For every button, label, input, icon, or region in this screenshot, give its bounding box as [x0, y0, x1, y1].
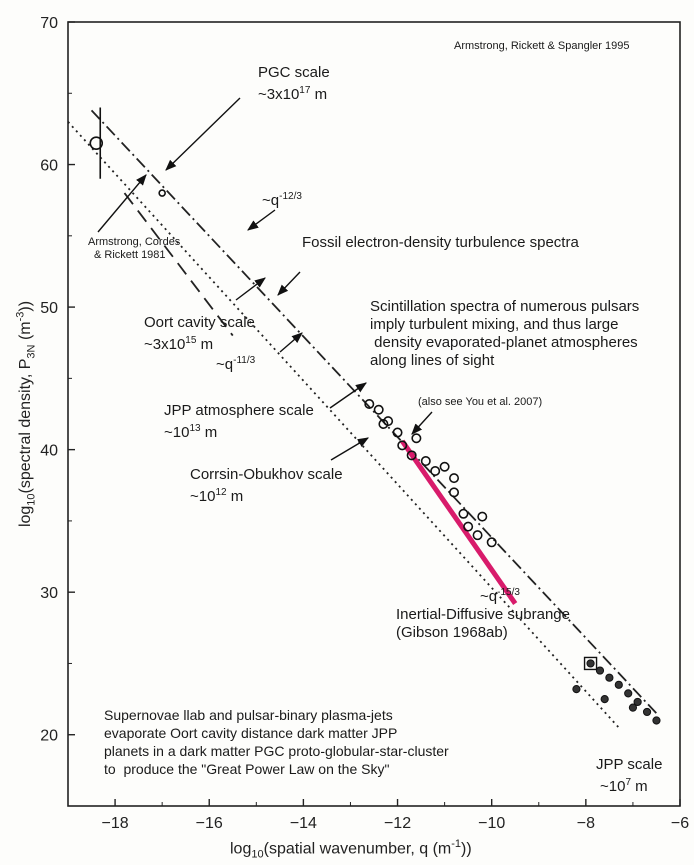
pulsar-data-point: [392, 427, 403, 438]
right-data-point: [595, 666, 605, 675]
x-tick-label: −16: [196, 815, 223, 832]
y-tick-label: 60: [40, 158, 58, 175]
armstrong-line-1: Armstrong, Cordes: [88, 236, 181, 248]
right-box-marker: [583, 656, 598, 671]
right-data-point: [614, 680, 623, 689]
x-tick-label: −14: [290, 815, 317, 832]
right-data-point: [572, 685, 581, 694]
q12-label: ~q-12/3: [262, 191, 302, 209]
right-data-point: [624, 689, 633, 698]
pulsar-data-point: [411, 433, 422, 444]
credit-label: Armstrong, Rickett & Spangler 1995: [454, 40, 630, 52]
jpp-scale-value: ~107 m: [600, 777, 648, 795]
q11-label: ~q-11/3: [216, 355, 256, 373]
arrow-armstrong: [97, 174, 147, 233]
x-tick-label: −10: [478, 815, 505, 832]
inertial-diffusive-label: Inertial-Diffusive subrange (Gibson 1968…: [396, 606, 570, 642]
x-tick-label: −18: [102, 815, 129, 832]
y-tick-label: 50: [40, 300, 58, 317]
arrow-jpp-atm: [329, 382, 367, 409]
x-tick-label: −8: [577, 815, 595, 832]
pgc-scale-label: PGC scale ~3x1017 m: [258, 64, 330, 104]
pulsar-data-point: [420, 456, 431, 467]
arrow-q12: [247, 209, 276, 231]
pulsar-data-point: [463, 521, 474, 532]
series-line-magenta: [400, 439, 518, 606]
oort-scale-title: Oort cavity scale: [144, 314, 255, 331]
left-data-point: [158, 189, 166, 197]
super-line-4: to produce the "Great Power Law on the S…: [104, 761, 390, 777]
x-axis-label: log10(spatial wavenumber, q (m-1)): [230, 838, 472, 861]
y-tick-label: 20: [40, 728, 58, 745]
y-tick-label: 70: [40, 15, 58, 32]
pulsar-data-point: [430, 466, 441, 477]
scint-line-4: along lines of sight: [370, 352, 495, 369]
right-data-point: [642, 707, 652, 717]
right-data-point: [652, 716, 661, 725]
pulsar-data-point: [406, 450, 417, 461]
you-label: (also see You et al. 2007): [418, 396, 543, 408]
pulsar-data-point: [458, 508, 469, 519]
inertial-line-1: Inertial-Diffusive subrange: [396, 606, 570, 623]
pulsar-data-point: [449, 487, 460, 498]
y-tick-label: 40: [40, 443, 58, 460]
right-data-point: [605, 673, 614, 682]
right-data-point: [586, 659, 595, 668]
arrow-pgc: [165, 97, 241, 171]
super-line-2: evaporate Oort cavity distance dark matt…: [104, 725, 398, 741]
arrow-you: [411, 411, 433, 435]
jpp-atm-title: JPP atmosphere scale: [164, 402, 314, 419]
right-data-point: [633, 697, 642, 707]
corrsin-obukhov-label: Corrsin-Obukhov scale ~1012 m: [190, 466, 343, 506]
pulsar-data-point: [477, 511, 488, 522]
arrow-oort: [235, 277, 266, 301]
pgc-scale-value: ~3x1017 m: [258, 85, 328, 103]
scint-line-1: Scintillation spectra of numerous pulsar…: [370, 298, 640, 315]
y-tick-label: 30: [40, 585, 58, 602]
pulsar-data-point: [449, 473, 460, 484]
pulsar-data-point: [486, 537, 497, 548]
super-line-3: planets in a dark matter PGC proto-globu…: [104, 743, 449, 759]
scintillation-label: Scintillation spectra of numerous pulsar…: [370, 298, 639, 370]
fossil-label: Fossil electron-density turbulence spect…: [302, 234, 579, 251]
series-line-dash-dot: [90, 109, 658, 714]
y-axis-label: log10(spectral density, P3N (m-3)): [14, 300, 38, 528]
super-line-1: Supernovae llab and pulsar-binary plasma…: [104, 707, 393, 723]
x-tick-label: −6: [671, 815, 689, 832]
series-line-dashed: [123, 192, 234, 337]
jpp-atmosphere-label: JPP atmosphere scale ~1013 m: [164, 402, 314, 442]
plot-frame: [67, 21, 681, 807]
oort-scale-value: ~3x1015 m: [144, 335, 214, 353]
corrsin-title: Corrsin-Obukhov scale: [190, 466, 343, 483]
pgc-scale-title: PGC scale: [258, 64, 330, 81]
supernovae-label: Supernovae llab and pulsar-binary plasma…: [104, 706, 449, 778]
pulsar-data-point: [378, 418, 389, 429]
corrsin-value: ~1012 m: [190, 487, 244, 505]
series-line-dotted: [67, 121, 620, 729]
scint-line-3: density evaporated-planet atmospheres: [370, 334, 638, 351]
armstrong-line-2: & Rickett 1981: [94, 249, 166, 261]
oort-scale-label: Oort cavity scale ~3x1015 m: [144, 314, 255, 354]
jpp-scale-title: JPP scale: [596, 756, 663, 773]
arrow-fossil: [277, 271, 301, 296]
jpp-scale-label: JPP scale ~107 m: [596, 756, 662, 796]
arrow-corrsin: [330, 437, 369, 461]
pulsar-data-point: [373, 404, 384, 415]
right-data-point: [600, 694, 609, 704]
arrow-q11: [279, 332, 303, 353]
scint-line-2: imply turbulent mixing, and thus large: [370, 316, 619, 333]
pulsar-data-point: [439, 461, 450, 472]
pulsar-data-point: [472, 530, 483, 541]
right-data-point: [628, 703, 638, 712]
armstrong-cordes-label: Armstrong, Cordes & Rickett 1981: [88, 236, 180, 262]
pulsar-data-point: [397, 440, 408, 451]
q15-label: ~q-15/3: [480, 587, 520, 605]
jpp-atm-value: ~1013 m: [164, 423, 218, 441]
left-data-point: [89, 136, 104, 150]
x-tick-label: −12: [384, 815, 411, 832]
pulsar-data-point: [364, 399, 375, 410]
inertial-line-2: (Gibson 1968ab): [396, 624, 508, 641]
